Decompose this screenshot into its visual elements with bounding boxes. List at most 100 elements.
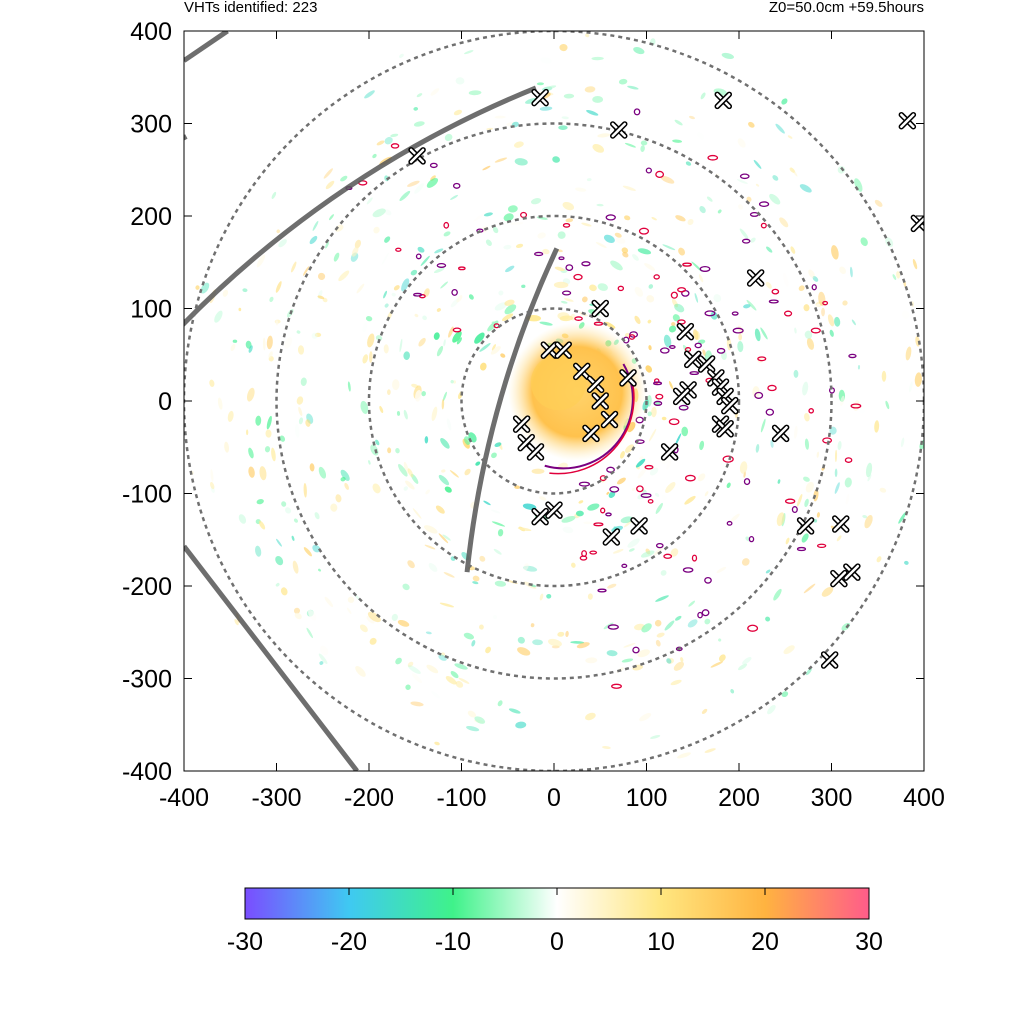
contour-blob bbox=[436, 262, 447, 268]
anomaly-patch bbox=[450, 194, 459, 200]
colorbar-tick-label: 20 bbox=[751, 928, 779, 956]
anomaly-patch bbox=[766, 246, 773, 253]
anomaly-patch bbox=[356, 283, 365, 294]
anomaly-patch bbox=[552, 156, 560, 163]
anomaly-patch bbox=[210, 481, 215, 490]
anomaly-patch bbox=[834, 316, 841, 327]
anomaly-patch bbox=[606, 650, 618, 657]
anomaly-patch bbox=[418, 337, 426, 347]
anomaly-patch bbox=[293, 607, 301, 614]
anomaly-patch bbox=[475, 461, 481, 466]
anomaly-patch bbox=[214, 310, 223, 323]
vht-marker bbox=[714, 91, 733, 110]
contour-blob bbox=[731, 311, 739, 316]
anomaly-patch bbox=[492, 226, 499, 234]
anomaly-patch bbox=[620, 516, 633, 524]
anomaly-patch bbox=[266, 415, 272, 430]
anomaly-patch bbox=[291, 261, 297, 273]
anomaly-patch bbox=[456, 337, 463, 345]
vht-marker-fill bbox=[409, 148, 425, 164]
anomaly-patch bbox=[632, 254, 639, 261]
contour-blob bbox=[562, 222, 571, 228]
contour-blob bbox=[578, 481, 591, 487]
contour-blob bbox=[561, 290, 572, 296]
anomaly-patch bbox=[309, 235, 318, 245]
anomaly-patch bbox=[571, 556, 579, 563]
contour-blob bbox=[581, 261, 591, 267]
anomaly-patch bbox=[542, 248, 550, 255]
vht-marker bbox=[716, 420, 734, 438]
contour-blob bbox=[640, 492, 652, 498]
anomaly-patch bbox=[760, 418, 766, 433]
anomaly-patch bbox=[347, 596, 355, 603]
contour-blob bbox=[415, 253, 422, 260]
anomaly-patch bbox=[623, 643, 636, 648]
anomaly-patch bbox=[379, 405, 384, 414]
vht-marker bbox=[898, 111, 917, 130]
anomaly-patch bbox=[539, 496, 547, 501]
anomaly-patch bbox=[333, 252, 340, 262]
colorbar-tick-label: 10 bbox=[647, 928, 675, 956]
plot-area bbox=[184, 31, 924, 771]
anomaly-patch bbox=[464, 468, 471, 476]
contour-blob bbox=[606, 466, 615, 473]
anomaly-patch bbox=[595, 242, 607, 248]
anomaly-patch bbox=[804, 438, 810, 450]
anomaly-patch bbox=[279, 435, 286, 442]
anomaly-patch bbox=[840, 395, 845, 407]
anomaly-patch bbox=[369, 637, 377, 645]
vht-marker bbox=[531, 507, 549, 526]
anomaly-patch bbox=[200, 282, 210, 294]
anomaly-patch bbox=[466, 725, 480, 732]
vht-marker bbox=[602, 528, 621, 546]
anomaly-patch bbox=[474, 716, 486, 724]
colorbar-tick-label: -10 bbox=[435, 928, 471, 956]
y-tick-label: 0 bbox=[158, 388, 172, 416]
anomaly-patch bbox=[426, 664, 439, 674]
anomaly-patch bbox=[420, 255, 430, 266]
anomaly-patch bbox=[494, 442, 502, 447]
anomaly-patch bbox=[500, 353, 506, 358]
anomaly-patch bbox=[317, 272, 326, 281]
anomaly-patch bbox=[413, 121, 425, 127]
anomaly-patch bbox=[375, 439, 380, 446]
anomaly-patch bbox=[654, 547, 663, 556]
anomaly-patch bbox=[521, 284, 526, 288]
anomaly-patch bbox=[698, 274, 704, 283]
anomaly-patch bbox=[407, 661, 414, 668]
anomaly-patch bbox=[675, 615, 682, 621]
track-arc bbox=[464, 247, 560, 573]
vht-marker-fill bbox=[514, 416, 529, 432]
anomaly-patch bbox=[435, 505, 445, 514]
anomaly-patch bbox=[325, 241, 329, 249]
anomaly-patch bbox=[651, 217, 657, 221]
anomaly-patch bbox=[454, 663, 468, 670]
anomaly-patch bbox=[829, 329, 834, 337]
anomaly-patch bbox=[695, 331, 701, 341]
anomaly-patch bbox=[798, 285, 805, 292]
vht-marker-fill bbox=[912, 217, 924, 231]
anomaly-patch bbox=[472, 575, 480, 582]
contour-blob bbox=[534, 251, 544, 257]
anomaly-patch bbox=[640, 550, 655, 558]
anomaly-patch bbox=[369, 351, 373, 363]
anomaly-patch bbox=[309, 463, 315, 472]
anomaly-patch bbox=[781, 98, 788, 105]
contour-blob bbox=[636, 485, 644, 493]
anomaly-patch bbox=[704, 748, 716, 753]
contour-blob bbox=[811, 284, 817, 291]
anomaly-patch bbox=[431, 406, 438, 421]
vht-marker-fill bbox=[574, 364, 589, 379]
anomaly-patch bbox=[781, 691, 789, 698]
anomaly-patch bbox=[517, 636, 525, 644]
anomaly-patch bbox=[557, 631, 565, 637]
anomaly-patch bbox=[816, 512, 820, 518]
anomaly-patch bbox=[517, 527, 532, 532]
anomaly-patch bbox=[340, 469, 350, 481]
anomaly-patch bbox=[503, 213, 514, 222]
anomaly-patch bbox=[232, 339, 238, 343]
vht-marker bbox=[531, 88, 549, 107]
vht-marker-fill bbox=[822, 652, 837, 668]
anomaly-patch bbox=[539, 593, 544, 601]
